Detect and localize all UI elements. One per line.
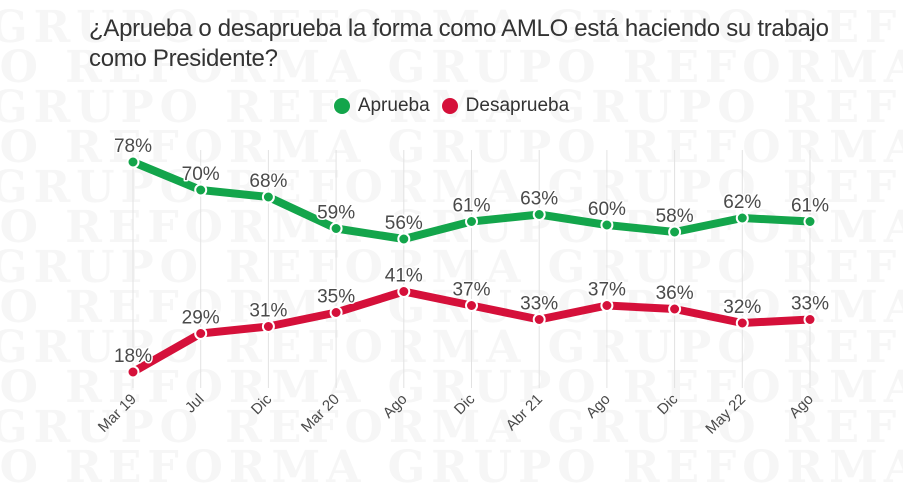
data-point-aprueba[interactable] <box>194 183 208 197</box>
data-point-aprueba[interactable] <box>329 222 343 235</box>
legend: Aprueba Desaprueba <box>0 95 903 117</box>
value-label-desaprueba: 37% <box>452 280 490 301</box>
legend-label-desaprueba: Desaprueba <box>465 95 570 116</box>
data-point-desaprueba[interactable] <box>261 320 275 333</box>
value-label-aprueba: 60% <box>588 199 626 220</box>
x-tick-label: Mar 19 <box>95 391 140 436</box>
data-point-desaprueba[interactable] <box>465 299 478 312</box>
value-label-desaprueba: 37% <box>588 280 626 301</box>
gridlines <box>132 150 811 388</box>
data-point-desaprueba[interactable] <box>194 327 208 340</box>
x-tick-label: Dic <box>451 390 479 418</box>
value-label-aprueba: 62% <box>723 192 761 213</box>
data-point-aprueba[interactable] <box>532 208 546 221</box>
value-label-desaprueba: 41% <box>385 266 423 287</box>
value-label-aprueba: 56% <box>385 213 423 234</box>
value-label-desaprueba: 36% <box>656 283 694 304</box>
chart-title: ¿Aprueba o desaprueba la forma como AMLO… <box>89 15 829 72</box>
legend-dot-aprueba <box>333 98 350 114</box>
x-tick-label: Abr 21 <box>503 391 546 434</box>
data-point-desaprueba[interactable] <box>600 299 614 312</box>
value-label-desaprueba: 18% <box>114 346 152 367</box>
x-axis-tick-labels: Mar 19 Jul Dic Mar 20 Ago Dic Abr 21 Ago Dic May … <box>95 390 817 437</box>
value-label-aprueba: 78% <box>114 136 152 157</box>
data-point-aprueba[interactable] <box>261 190 275 204</box>
value-label-aprueba: 61% <box>791 196 829 217</box>
x-tick-label: Ago <box>583 391 614 422</box>
x-tick-label: May 22 <box>702 391 749 438</box>
legend-dot-desaprueba <box>441 98 458 114</box>
data-point-aprueba[interactable] <box>735 211 749 225</box>
value-label-desaprueba: 35% <box>317 287 355 308</box>
value-label-desaprueba: 33% <box>520 294 558 315</box>
x-tick-label: Mar 20 <box>298 391 343 436</box>
data-point-aprueba[interactable] <box>600 218 614 232</box>
value-label-desaprueba: 31% <box>249 301 287 322</box>
data-point-aprueba[interactable] <box>126 155 140 169</box>
x-tick-label: Dic <box>248 390 276 418</box>
value-label-aprueba: 68% <box>249 171 287 192</box>
value-label-desaprueba: 32% <box>723 297 761 318</box>
value-label-aprueba: 70% <box>182 164 220 185</box>
x-tick-label: Jul <box>182 391 208 417</box>
data-point-desaprueba[interactable] <box>803 313 817 326</box>
x-tick-label: Dic <box>654 390 682 418</box>
x-tick-label: Ago <box>380 391 411 422</box>
value-label-aprueba: 58% <box>656 206 694 227</box>
data-point-desaprueba[interactable] <box>668 302 682 316</box>
data-point-aprueba[interactable] <box>397 232 411 246</box>
value-label-desaprueba: 29% <box>182 308 220 329</box>
x-tick-label: Ago <box>786 391 817 422</box>
data-point-desaprueba[interactable] <box>735 316 749 330</box>
data-point-aprueba[interactable] <box>465 215 478 228</box>
value-label-desaprueba: 33% <box>791 294 829 315</box>
value-label-aprueba: 63% <box>520 189 558 210</box>
value-label-aprueba: 61% <box>452 196 490 217</box>
data-point-aprueba[interactable] <box>668 225 682 239</box>
data-point-desaprueba[interactable] <box>329 306 343 319</box>
data-point-desaprueba[interactable] <box>126 365 140 379</box>
value-labels: 78% 70% 68% 59% 56% 61% 63% 60% 58% 62% 61% 18% 29% 3… <box>112 135 830 369</box>
data-point-aprueba[interactable] <box>803 215 817 228</box>
legend-item-desaprueba[interactable]: Desaprueba <box>441 95 570 117</box>
data-points <box>126 155 817 379</box>
data-point-desaprueba[interactable] <box>397 285 411 298</box>
data-point-desaprueba[interactable] <box>532 313 546 326</box>
value-label-aprueba: 59% <box>317 203 355 224</box>
legend-item-aprueba[interactable]: Aprueba <box>333 95 430 117</box>
legend-label-aprueba: Aprueba <box>357 95 430 116</box>
